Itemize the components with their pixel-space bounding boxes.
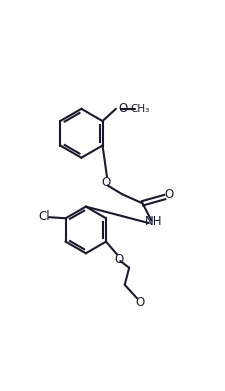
Text: O: O <box>135 296 144 309</box>
Text: NH: NH <box>145 215 162 228</box>
Text: CH₃: CH₃ <box>131 104 150 114</box>
Text: O: O <box>164 188 174 201</box>
Text: O: O <box>119 102 128 115</box>
Text: O: O <box>115 253 124 266</box>
Text: Cl: Cl <box>39 210 50 223</box>
Text: O: O <box>101 176 110 189</box>
